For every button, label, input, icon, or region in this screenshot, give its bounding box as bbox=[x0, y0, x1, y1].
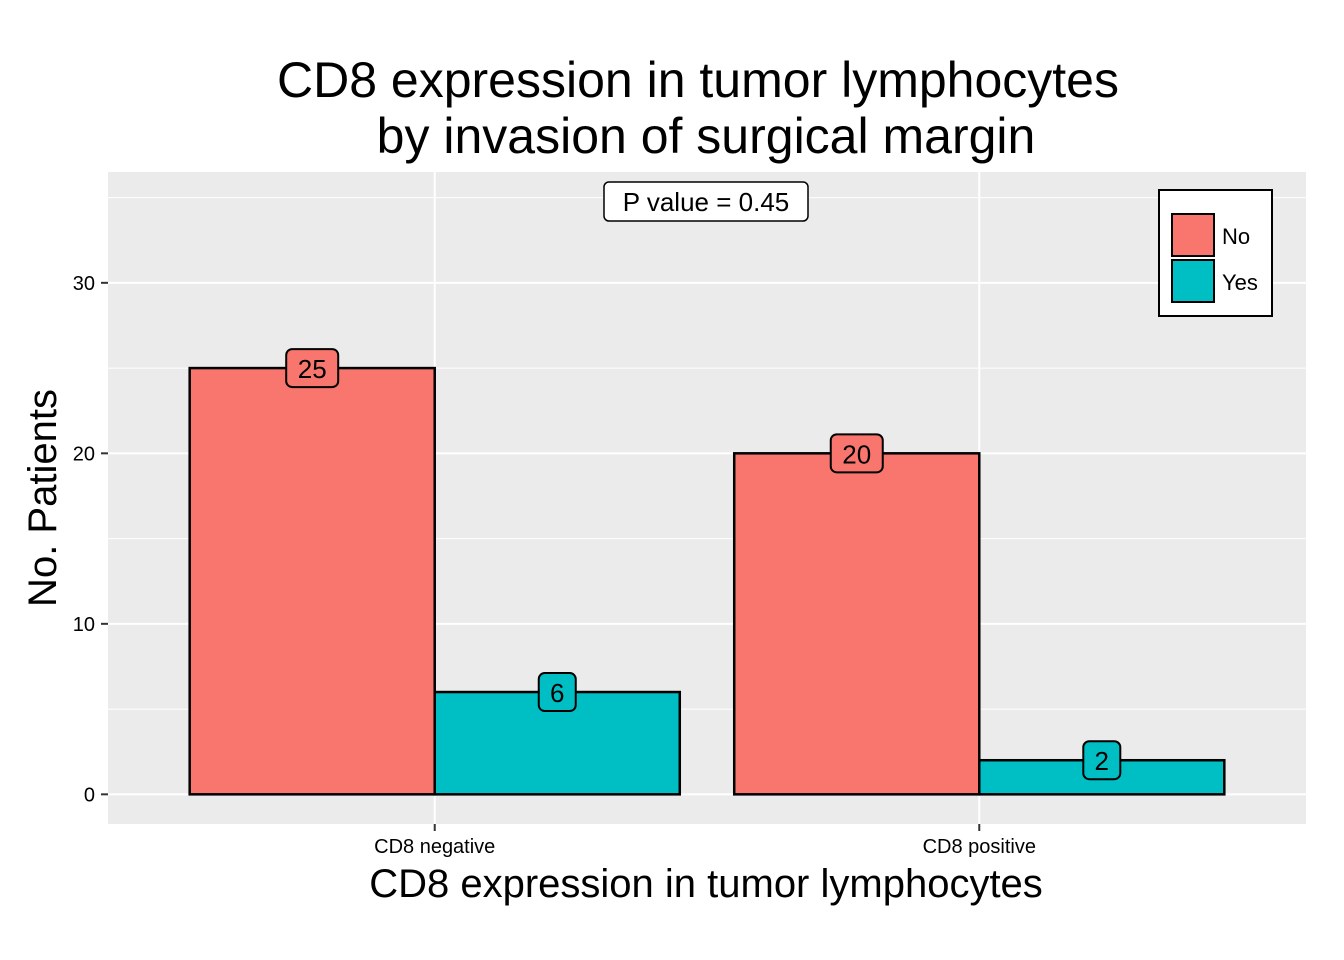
data-label-box-no-0 bbox=[285, 348, 340, 389]
y-tick-label-0: 0 bbox=[84, 784, 95, 806]
y-tick-label-2: 20 bbox=[73, 443, 95, 465]
data-label-yes-1: 2 bbox=[1095, 746, 1109, 776]
x-axis: CD8 negative CD8 positive bbox=[374, 824, 1036, 858]
data-label-box-no-1 bbox=[829, 433, 884, 474]
x-axis-title: CD8 expression in tumor lymphocytes bbox=[369, 862, 1043, 906]
bar-labels: 25 20 6 2 bbox=[285, 348, 1122, 781]
data-label-no-1: 20 bbox=[842, 439, 871, 469]
legend-label-yes: Yes bbox=[1222, 270, 1258, 295]
pvalue-box bbox=[603, 181, 809, 222]
legend-label-no: No bbox=[1222, 224, 1250, 249]
data-label-box-yes-1 bbox=[1082, 740, 1122, 781]
legend-swatch-no bbox=[1171, 213, 1215, 257]
data-label-no-0: 25 bbox=[298, 354, 327, 384]
bar-no-0 bbox=[188, 366, 436, 796]
x-tick-label-0: CD8 negative bbox=[374, 836, 495, 858]
x-tick-label-1: CD8 positive bbox=[923, 836, 1036, 858]
chart-title-line-1: CD8 expression in tumor lymphocytes bbox=[277, 52, 1119, 108]
data-label-box-yes-0 bbox=[537, 672, 577, 713]
pvalue-annotation: P value = 0.45 bbox=[603, 181, 809, 222]
chart-title-line-2: by invasion of surgical margin bbox=[377, 108, 1036, 164]
bar-no-1 bbox=[732, 452, 981, 796]
y-axis-title: No. Patients bbox=[21, 389, 65, 607]
legend-swatch-yes bbox=[1171, 259, 1215, 303]
y-axis: 0 10 20 30 bbox=[73, 273, 108, 806]
legend: No Yes bbox=[1158, 189, 1273, 317]
y-tick-label-3: 30 bbox=[73, 273, 95, 295]
y-tick-label-1: 10 bbox=[73, 614, 95, 636]
data-label-yes-0: 6 bbox=[550, 678, 564, 708]
pvalue-text: P value = 0.45 bbox=[623, 187, 790, 217]
